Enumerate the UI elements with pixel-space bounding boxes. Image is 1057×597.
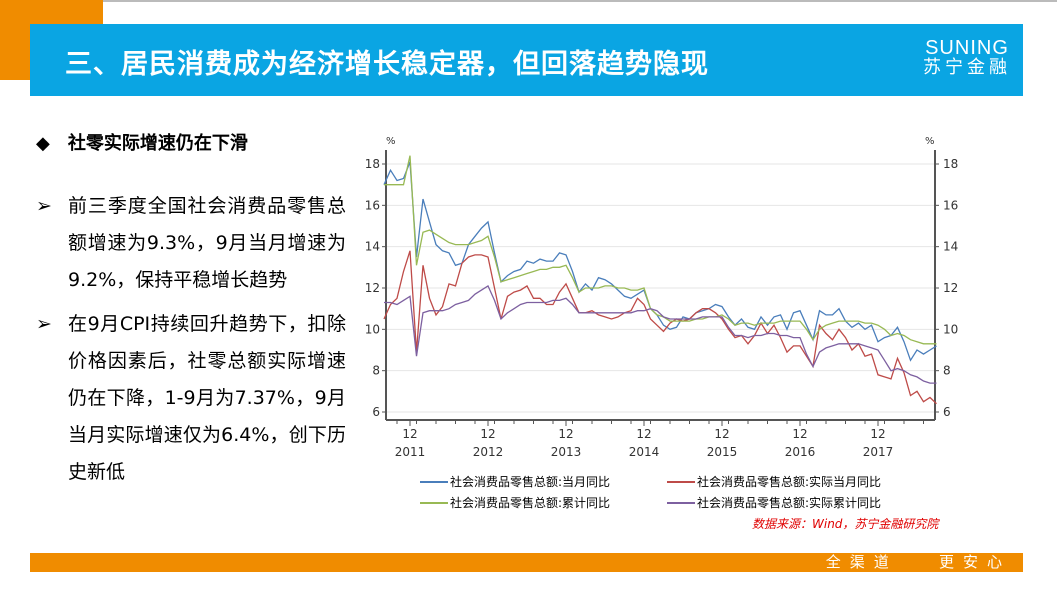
x-tick-year: 2012 [473, 445, 504, 459]
legend-swatch [420, 501, 448, 504]
legend-label: 社会消费品零售总额:实际累计同比 [697, 496, 882, 510]
legend-label: 社会消费品零售总额:实际当月同比 [697, 475, 882, 489]
legend-swatch [420, 480, 448, 483]
x-tick-month: 12 [558, 427, 573, 441]
y-tick-label-left: 18 [365, 157, 380, 171]
x-tick-year: 2016 [785, 445, 816, 459]
section-title: 社零实际增速仍在下滑 [67, 133, 248, 154]
arrow-bullet-icon: ➢ [36, 195, 52, 217]
y-tick-label-right: 12 [943, 281, 958, 295]
series-line-3 [384, 284, 937, 384]
point-text: 前三季度全国社会消费品零售总额增速为9.3%，9月当月增速为9.2%，保持平稳增… [68, 195, 346, 291]
point-2: ➢ 在9月CPI持续回升趋势下，扣除价格因素后，社零总额实际增速仍在下降，1-9… [36, 306, 346, 491]
x-tick-month: 12 [792, 427, 807, 441]
y-unit-left: % [386, 136, 396, 147]
point-text: 在9月CPI持续回升趋势下，扣除价格因素后，社零总额实际增速仍在下降，1-9月为… [68, 313, 346, 483]
series-line-1 [383, 250, 937, 405]
y-tick-label-right: 10 [943, 322, 958, 336]
top-divider [0, 0, 1057, 2]
logo-en: SUNING [925, 37, 1009, 59]
y-tick-label-left: 14 [365, 240, 380, 254]
x-tick-month: 12 [636, 427, 651, 441]
series-line-2 [384, 155, 937, 345]
suning-logo: SUNING 苏宁金融 [923, 38, 1011, 78]
y-tick-label-left: 12 [365, 281, 380, 295]
y-tick-label-right: 16 [943, 198, 958, 212]
x-tick-month: 12 [402, 427, 417, 441]
x-tick-month: 12 [480, 427, 495, 441]
legend-label: 社会消费品零售总额:当月同比 [450, 475, 611, 489]
y-tick-label-right: 14 [943, 240, 958, 254]
y-tick-label-left: 8 [372, 364, 380, 378]
footer-bar: 全渠道 更安心 [30, 553, 1023, 572]
x-tick-year: 2014 [629, 445, 660, 459]
y-tick-label-right: 8 [943, 364, 951, 378]
data-source: 数据来源：Wind，苏宁金融研究院 [752, 517, 939, 531]
series-line-0 [383, 161, 937, 362]
logo-cn: 苏宁金融 [923, 57, 1011, 78]
section-heading: ◆ 社零实际增速仍在下滑 [36, 129, 248, 155]
x-tick-month: 12 [870, 427, 885, 441]
y-unit-right: % [925, 136, 935, 147]
x-tick-year: 2013 [551, 445, 582, 459]
y-tick-label-left: 6 [372, 405, 380, 419]
arrow-bullet-icon: ➢ [36, 313, 52, 335]
x-tick-month: 12 [714, 427, 729, 441]
footer-slogan: 全渠道 更安心 [825, 553, 1011, 571]
legend-label: 社会消费品零售总额:累计同比 [450, 496, 611, 510]
x-tick-year: 2015 [707, 445, 738, 459]
y-tick-label-right: 6 [943, 405, 951, 419]
legend-item: 社会消费品零售总额:累计同比 [420, 494, 610, 511]
y-tick-label-right: 18 [943, 157, 958, 171]
page-title: 三、居民消费成为经济增长稳定器，但回落趋势隐现 [65, 49, 709, 80]
point-1: ➢ 前三季度全国社会消费品零售总额增速为9.3%，9月当月增速为9.2%，保持平… [36, 188, 346, 299]
diamond-bullet-icon: ◆ [36, 133, 50, 154]
y-tick-label-left: 16 [365, 198, 380, 212]
legend-item: 社会消费品零售总额:实际累计同比 [667, 494, 881, 511]
x-tick-year: 2017 [863, 445, 894, 459]
legend-swatch [667, 501, 695, 504]
retail-sales-chart: 6 6 8 8 10 10 12 12 14 14 16 16 18 18% % 12 2011 12 2012 12… [365, 136, 959, 459]
y-tick-label-left: 10 [365, 322, 380, 336]
legend-item: 社会消费品零售总额:实际当月同比 [667, 473, 881, 490]
title-banner: 三、居民消费成为经济增长稳定器，但回落趋势隐现 SUNING 苏宁金融 [30, 24, 1023, 96]
x-tick-year: 2011 [395, 445, 426, 459]
legend-item: 社会消费品零售总额:当月同比 [420, 473, 610, 490]
legend-swatch [667, 480, 695, 483]
